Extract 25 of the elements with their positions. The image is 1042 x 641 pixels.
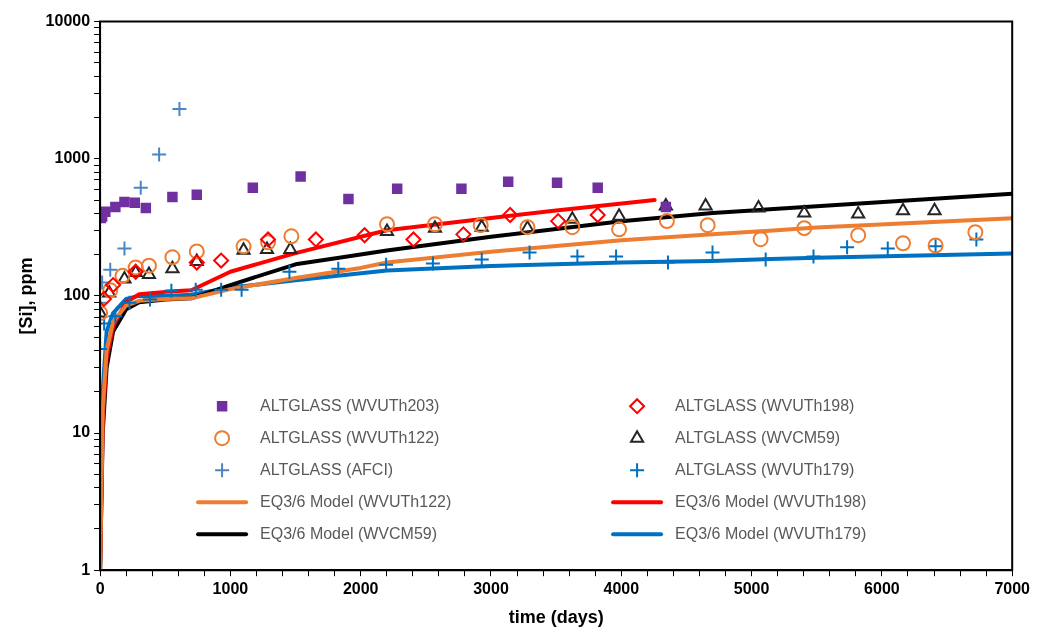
x-tick-label: 3000 — [473, 580, 509, 598]
legend-label: ALTGLASS (WVUTh122) — [260, 428, 440, 446]
legend-label: ALTGLASS (WVUTh203) — [260, 396, 440, 414]
y-tick-label: 10 — [72, 423, 91, 441]
x-tick-label: 0 — [95, 580, 105, 598]
legend-label: EQ3/6 Model (WVUTh179) — [675, 524, 867, 542]
x-tick-label: 6000 — [864, 580, 900, 598]
y-tick-label: 100 — [63, 286, 91, 304]
y-tick-label: 1 — [81, 560, 91, 578]
legend-label: ALTGLASS (AFCI) — [260, 460, 394, 478]
x-tick-label: 1000 — [212, 580, 249, 598]
y-axis-title: [Si], ppm — [15, 257, 36, 335]
x-tick-label: 7000 — [994, 580, 1031, 598]
legend-label: ALTGLASS (WVUTh198) — [675, 396, 855, 414]
legend-label: EQ3/6 Model (WVUTh198) — [675, 492, 867, 510]
legend-label: EQ3/6 Model (WVUTh122) — [260, 492, 452, 510]
x-tick-label: 4000 — [603, 580, 640, 598]
x-tick-label: 5000 — [733, 580, 770, 598]
x-tick-label: 2000 — [342, 580, 379, 598]
legend-label: EQ3/6 Model (WVCM59) — [260, 524, 438, 542]
y-tick-label: 1000 — [54, 149, 91, 167]
legend-label: ALTGLASS (WVUTh179) — [675, 460, 855, 478]
x-axis-title: time (days) — [508, 607, 604, 628]
y-tick-label: 10000 — [45, 12, 91, 30]
legend-label: ALTGLASS (WVCM59) — [675, 428, 841, 446]
